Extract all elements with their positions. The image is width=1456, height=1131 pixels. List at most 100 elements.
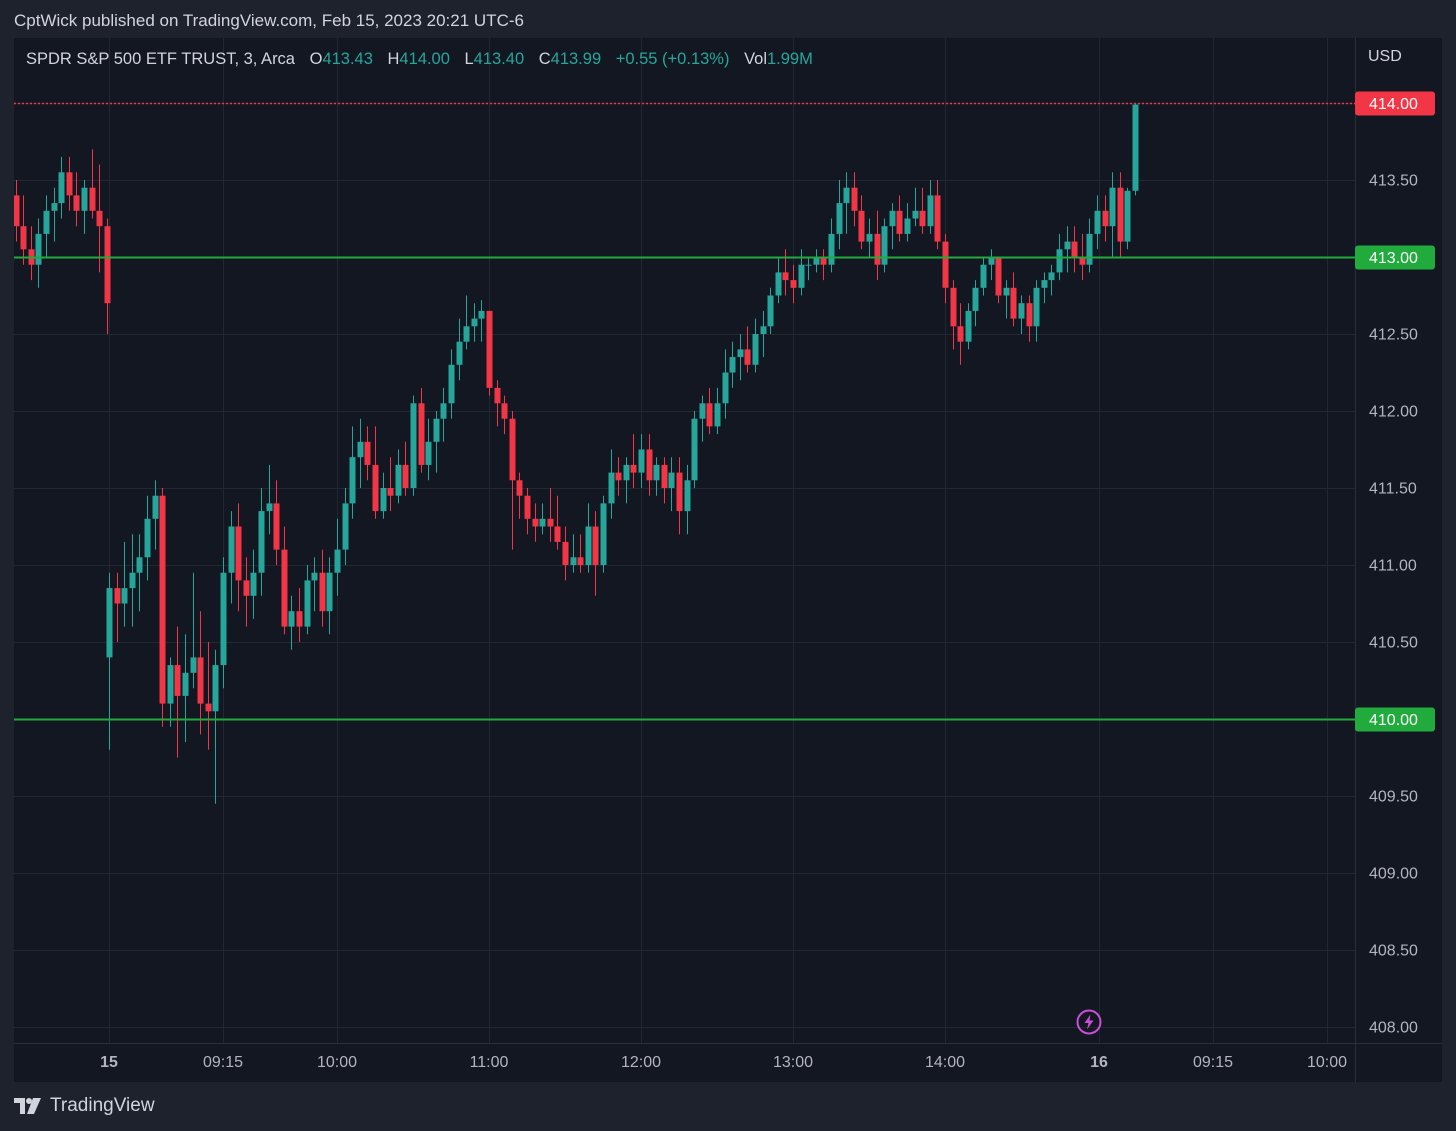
time-tick-label: 11:00: [470, 1054, 509, 1071]
candle-body-up: [51, 203, 58, 211]
candle-body-up: [1086, 233, 1093, 265]
candle-body-up: [121, 588, 128, 604]
candle-body-down: [402, 464, 409, 488]
candle-body-down: [950, 287, 957, 327]
time-tick-label: 13:00: [773, 1054, 813, 1071]
level-price-label: 410.00: [1369, 712, 1418, 729]
close-label: C: [538, 50, 551, 68]
candle-body-down: [851, 187, 858, 211]
price-tick-label: 409.00: [1369, 866, 1418, 883]
brand-name: TradingView: [50, 1095, 155, 1116]
candle-body-down: [919, 210, 926, 227]
level-price-label-bg: [1355, 245, 1435, 270]
chart-area[interactable]: 408.00 408.50 409.00 409.50 410.00 410.50 411.…: [14, 38, 1442, 1082]
candle-body-down: [995, 257, 1002, 296]
volume-value: 1.99M: [767, 50, 813, 68]
candle-body-up: [653, 464, 660, 481]
candle-body-up: [1033, 287, 1040, 327]
low-value: 413.40: [473, 50, 525, 68]
time-tick-label: 15: [100, 1054, 118, 1071]
candle-body-up: [752, 334, 759, 365]
candlestick-chart[interactable]: 408.00 408.50 409.00 409.50 410.00 410.50 411.…: [14, 38, 1442, 1082]
candle-body-up: [608, 472, 615, 504]
candle-body-up: [881, 226, 888, 265]
candle-body-up: [410, 403, 417, 488]
candle-body-up: [1094, 210, 1101, 234]
candle-body-down: [630, 464, 637, 473]
candle-body-up: [965, 310, 972, 342]
candle-body-up: [440, 403, 447, 419]
volume-label: Vol: [744, 50, 767, 68]
candle-body-down: [577, 557, 584, 565]
candle-body-up: [448, 364, 455, 404]
footer-bar: [0, 1082, 1456, 1131]
candle-body-down: [782, 272, 789, 281]
candle-body-up: [638, 449, 645, 473]
candle-body-up: [266, 503, 273, 512]
low-label: L: [464, 50, 474, 68]
candle-body-down: [615, 472, 622, 481]
candle-body-up: [585, 526, 592, 565]
open-value: 413.43: [322, 50, 373, 68]
candle-body-down: [174, 665, 181, 696]
candle-body-down: [1079, 257, 1086, 265]
candle-body-up: [334, 549, 341, 573]
symbol-title[interactable]: SPDR S&P 500 ETF TRUST, 3, Arca: [26, 50, 295, 68]
price-tick-label: 409.50: [1369, 789, 1418, 806]
candle-body-up: [1041, 280, 1048, 288]
candle-body-up: [43, 210, 50, 234]
lightning-bolt-icon[interactable]: [1076, 1009, 1102, 1035]
candle-body-up: [843, 187, 850, 204]
top-bar: CptWick published on TradingView.com, Fe…: [0, 0, 1456, 40]
time-tick-label: 09:15: [1193, 1054, 1233, 1071]
candle-body-down: [1071, 241, 1078, 257]
candle-body-up: [311, 572, 318, 581]
candle-body-down: [66, 172, 73, 196]
candle-body-up: [349, 457, 356, 504]
candle-body-down: [744, 349, 751, 365]
candle-body-up: [972, 287, 979, 311]
ohlc-legend: SPDR S&P 500 ETF TRUST, 3, Arca O413.43 …: [26, 50, 813, 69]
change-value: +0.55 (+0.13%): [615, 50, 730, 68]
candle-body-down: [273, 503, 280, 550]
candle-body-up: [478, 310, 485, 319]
candle-body-up: [380, 488, 387, 512]
price-tick-label: 412.50: [1369, 327, 1418, 344]
candle-body-up: [623, 464, 630, 481]
candle-body-down: [896, 210, 903, 234]
candle-body-up: [1018, 303, 1025, 319]
candle-body-up: [980, 264, 987, 288]
candle-body-up: [326, 572, 333, 612]
candle-body-up: [357, 441, 364, 458]
candle-body-down: [494, 387, 501, 404]
open-label: O: [309, 50, 323, 68]
candle-body-down: [790, 280, 797, 288]
level-price-label-bg: [1355, 707, 1435, 732]
candle-body-up: [684, 480, 691, 512]
candle-body-up: [1124, 190, 1131, 242]
candle-body-down: [646, 449, 653, 481]
candle-body-down: [957, 326, 964, 342]
candle-body-up: [912, 210, 919, 219]
candle-body-down: [874, 233, 881, 265]
candle-body-up: [425, 441, 432, 465]
candle-body-down: [197, 657, 204, 704]
currency-label[interactable]: USD: [1368, 48, 1402, 65]
candle-body-down: [372, 464, 379, 512]
time-tick-label: 10:00: [1307, 1054, 1347, 1071]
candle-body-up: [813, 257, 820, 265]
time-tick-label: 12:00: [621, 1054, 661, 1071]
candle-body-up: [58, 172, 65, 204]
candle-body-up: [539, 518, 546, 527]
high-value: 414.00: [399, 50, 450, 68]
candle-body-down: [676, 472, 683, 512]
candle-body-down: [934, 195, 941, 242]
brand-logo[interactable]: TradingView: [14, 1095, 155, 1117]
candle-body-up: [737, 349, 744, 358]
candle-body-down: [547, 518, 554, 527]
candle-body-down: [486, 310, 493, 388]
candle-body-down: [516, 480, 523, 496]
candle-body-up: [288, 611, 295, 627]
candle-body-up: [35, 233, 42, 265]
level-price-label-bg: [1355, 91, 1435, 116]
